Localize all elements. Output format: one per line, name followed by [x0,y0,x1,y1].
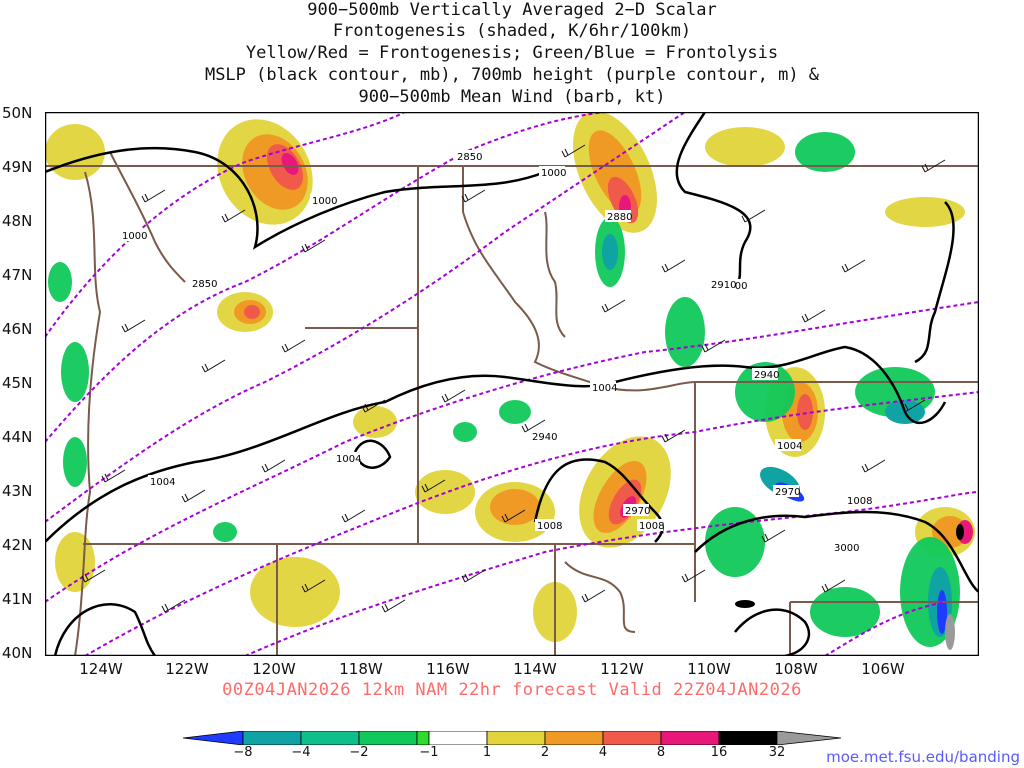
svg-text:1004: 1004 [777,441,802,452]
svg-text:2940: 2940 [532,432,557,443]
svg-text:2940: 2940 [754,370,779,381]
colorbar-label: 1 [482,745,492,760]
svg-text:1004: 1004 [336,454,361,465]
svg-text:2880: 2880 [607,212,632,223]
mslp-label: 1004 [590,381,617,394]
lon-label-106w: 106W [861,660,905,678]
frontogenesis-map: 1000 1000 1000 1000 1004 1004 1004 1004 [45,112,979,656]
svg-text:1000: 1000 [312,196,337,207]
frontogenesis-shading [45,112,975,650]
title-line-3: Yellow/Red = Frontogenesis; Green/Blue =… [245,43,779,63]
lat-label-43n: 43N [2,482,33,500]
lon-label-108w: 108W [774,660,818,678]
colorbar-label: 32 [768,745,786,760]
lon-label-120w: 120W [252,660,296,678]
lon-label-124w: 124W [79,660,123,678]
lat-label-41n: 41N [2,590,33,608]
mslp-label: 1004 [148,475,175,488]
barb-row-1 [141,144,946,273]
mslp-label: 1004 [775,439,802,452]
height-contours [45,112,979,656]
mslp-label: 1008 [535,519,562,532]
lon-label-118w: 118W [339,660,383,678]
height-label: 2940 [752,368,779,381]
lon-label-112w: 112W [600,660,644,678]
mslp-label: 1004 [334,452,361,465]
colorbar-label: 4 [598,745,608,760]
mslp-label: 1008 [637,519,664,532]
title-line-5: 900−500mb Mean Wind (barb, kt) [358,87,666,107]
lat-label-47n: 47N [2,266,33,284]
svg-text:2970: 2970 [775,487,800,498]
height-label: 2940 [530,430,557,443]
barb-row-3 [101,429,886,543]
map-frame [45,112,979,656]
mslp-label: 1000 [310,194,337,207]
lon-label-122w: 122W [165,660,209,678]
height-label: 2880 [605,210,632,223]
lat-label-50n: 50N [2,104,33,122]
svg-text:1004: 1004 [150,477,175,488]
lat-label-44n: 44N [2,428,33,446]
credit-link[interactable]: moe.met.fsu.edu/banding [826,748,1020,766]
colorbar-label: −2 [349,745,369,760]
title-line-4: MSLP (black contour, mb), 700mb height (… [204,65,820,85]
mslp-label: 1008 [845,494,872,507]
svg-text:2850: 2850 [457,152,482,163]
colorbar-label: −4 [291,745,311,760]
lat-label-48n: 48N [2,212,33,230]
lat-label-40n: 40N [2,644,33,662]
svg-text:1000: 1000 [541,168,566,179]
svg-text:2910: 2910 [711,280,736,291]
colorbar-label: 8 [656,745,666,760]
colorbar-label: −1 [419,745,439,760]
svg-text:1004: 1004 [592,383,617,394]
svg-text:3000: 3000 [834,543,859,554]
lat-label-49n: 49N [2,158,33,176]
svg-text:1008: 1008 [537,521,562,532]
mslp-label: 1000 [539,166,566,179]
height-label: 2850 [190,277,217,290]
lon-label-114w: 114W [513,660,557,678]
svg-text:1008: 1008 [639,521,664,532]
svg-text:2970: 2970 [625,506,650,517]
colorbar-label: 16 [710,745,728,760]
mslp-label: 1000 [120,229,147,242]
colorbar-label: −8 [233,745,253,760]
height-label: 2970 [623,504,650,517]
height-label: 2910 [709,278,736,291]
colorbar [183,731,842,745]
lon-label-116w: 116W [426,660,470,678]
lat-label-45n: 45N [2,374,33,392]
lon-label-110w: 110W [687,660,731,678]
mslp-contours [45,112,979,656]
forecast-run-label: 00Z04JAN2026 12km NAM 22hr forecast Vali… [222,680,802,700]
lat-label-42n: 42N [2,536,33,554]
barb-row-4 [81,569,846,613]
colorbar-label: 2 [540,745,550,760]
lat-label-46n: 46N [2,320,33,338]
wind-barbs [81,144,946,613]
contour-labels: 1000 1000 1000 1000 1004 1004 1004 1004 [120,150,872,554]
svg-text:1000: 1000 [122,231,147,242]
height-label: 2970 [773,485,800,498]
title-line-1: 900−500mb Vertically Averaged 2−D Scalar [307,0,717,20]
svg-text:1008: 1008 [847,496,872,507]
title-line-2: Frontogenesis (shaded, K/6hr/100km) [332,21,692,41]
barb-row-2 [121,299,926,433]
height-label: 2850 [455,150,482,163]
height-label: 3000 [832,541,859,554]
svg-text:2850: 2850 [192,279,217,290]
